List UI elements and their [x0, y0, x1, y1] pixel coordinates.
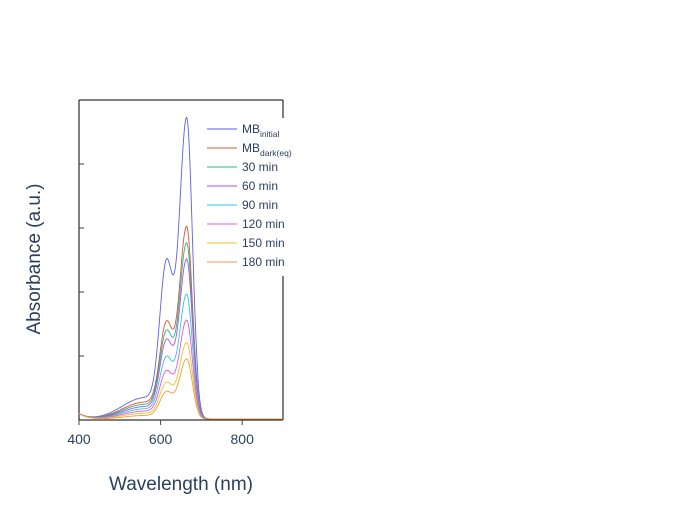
series-lines: [78, 116, 283, 420]
legend-label[interactable]: 120 min: [242, 217, 285, 231]
legend-label[interactable]: 30 min: [242, 160, 278, 174]
legend-label[interactable]: 150 min: [242, 236, 285, 250]
y-axis-title: Absorbance (a.u.): [24, 183, 45, 334]
legend-label-subscript: initial: [260, 129, 279, 139]
legend-label[interactable]: 180 min: [242, 255, 285, 269]
x-axis-title: Wavelength (nm): [109, 474, 253, 495]
x-tick-label: 400: [67, 431, 91, 447]
legend-background: [202, 118, 298, 276]
series-line-5: [78, 319, 283, 420]
series-line-6: [78, 342, 283, 420]
series-line-4: [78, 293, 283, 420]
legend-label[interactable]: 60 min: [242, 179, 278, 193]
legend-label[interactable]: 90 min: [242, 198, 278, 212]
x-axis-ticks: 400 600 800: [67, 420, 254, 447]
series-line-7: [78, 358, 283, 420]
legend-label-subscript: dark(eq): [260, 148, 292, 158]
x-tick-label: 800: [231, 431, 255, 447]
y-axis-ticks: [79, 163, 84, 357]
x-tick-label: 600: [149, 431, 173, 447]
